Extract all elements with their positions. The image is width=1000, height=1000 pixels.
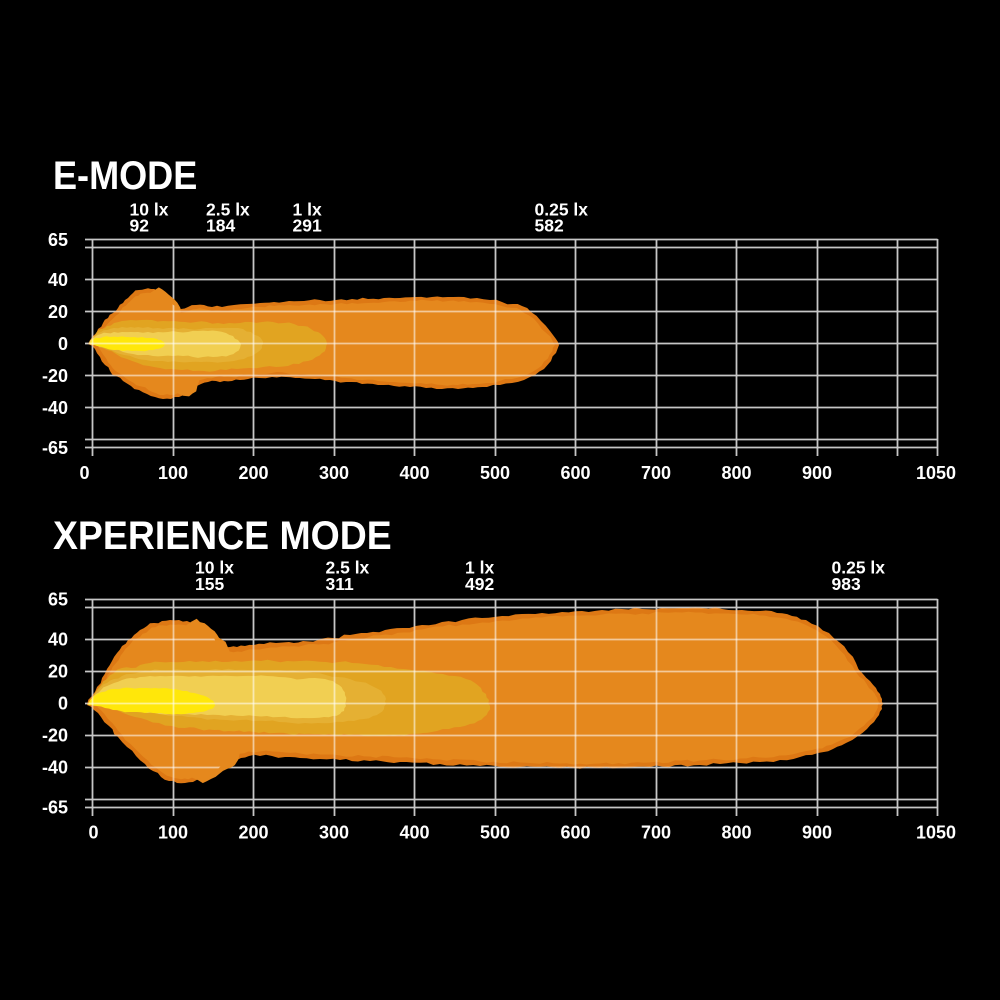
svg-text:155: 155 xyxy=(195,574,224,594)
svg-text:40: 40 xyxy=(48,270,68,290)
svg-text:0: 0 xyxy=(79,463,89,483)
svg-text:400: 400 xyxy=(399,823,429,843)
svg-text:700: 700 xyxy=(641,823,671,843)
svg-text:700: 700 xyxy=(641,463,671,483)
svg-text:10 lx: 10 lx xyxy=(130,200,169,220)
svg-text:900: 900 xyxy=(802,463,832,483)
svg-text:900: 900 xyxy=(802,823,832,843)
svg-text:492: 492 xyxy=(465,574,494,594)
svg-text:983: 983 xyxy=(832,574,861,594)
svg-text:1050: 1050 xyxy=(916,463,956,483)
svg-text:291: 291 xyxy=(293,216,322,236)
svg-text:300: 300 xyxy=(319,463,349,483)
svg-text:1050: 1050 xyxy=(916,823,956,843)
svg-text:-40: -40 xyxy=(42,758,68,778)
svg-text:184: 184 xyxy=(206,216,235,236)
svg-text:600: 600 xyxy=(560,463,590,483)
svg-text:100: 100 xyxy=(158,823,188,843)
svg-text:0.25 lx: 0.25 lx xyxy=(535,200,589,220)
svg-text:E-MODE: E-MODE xyxy=(53,154,197,198)
svg-text:20: 20 xyxy=(48,302,68,322)
svg-text:65: 65 xyxy=(48,590,68,610)
svg-text:0: 0 xyxy=(88,823,98,843)
svg-text:20: 20 xyxy=(48,662,68,682)
svg-text:311: 311 xyxy=(326,574,354,594)
svg-text:10 lx: 10 lx xyxy=(195,558,234,578)
svg-text:600: 600 xyxy=(560,823,590,843)
svg-text:582: 582 xyxy=(535,216,564,236)
svg-text:300: 300 xyxy=(319,823,349,843)
svg-text:1 lx: 1 lx xyxy=(465,558,494,578)
svg-text:2.5 lx: 2.5 lx xyxy=(326,558,370,578)
svg-text:92: 92 xyxy=(130,216,150,236)
svg-text:400: 400 xyxy=(399,463,429,483)
svg-text:-65: -65 xyxy=(42,798,68,818)
svg-text:65: 65 xyxy=(48,230,68,250)
svg-text:0: 0 xyxy=(58,694,68,714)
svg-text:40: 40 xyxy=(48,630,68,650)
svg-text:0.25 lx: 0.25 lx xyxy=(832,558,886,578)
svg-text:500: 500 xyxy=(480,463,510,483)
svg-text:800: 800 xyxy=(721,823,751,843)
svg-text:-20: -20 xyxy=(42,366,68,386)
svg-text:2.5 lx: 2.5 lx xyxy=(206,200,250,220)
svg-text:100: 100 xyxy=(158,463,188,483)
svg-text:1 lx: 1 lx xyxy=(293,200,322,220)
svg-text:500: 500 xyxy=(480,823,510,843)
svg-text:200: 200 xyxy=(238,823,268,843)
svg-text:-65: -65 xyxy=(42,438,68,458)
svg-text:-20: -20 xyxy=(42,726,68,746)
svg-text:XPERIENCE MODE: XPERIENCE MODE xyxy=(53,514,392,558)
svg-text:-40: -40 xyxy=(42,398,68,418)
svg-text:0: 0 xyxy=(58,334,68,354)
svg-text:200: 200 xyxy=(238,463,268,483)
svg-text:800: 800 xyxy=(721,463,751,483)
